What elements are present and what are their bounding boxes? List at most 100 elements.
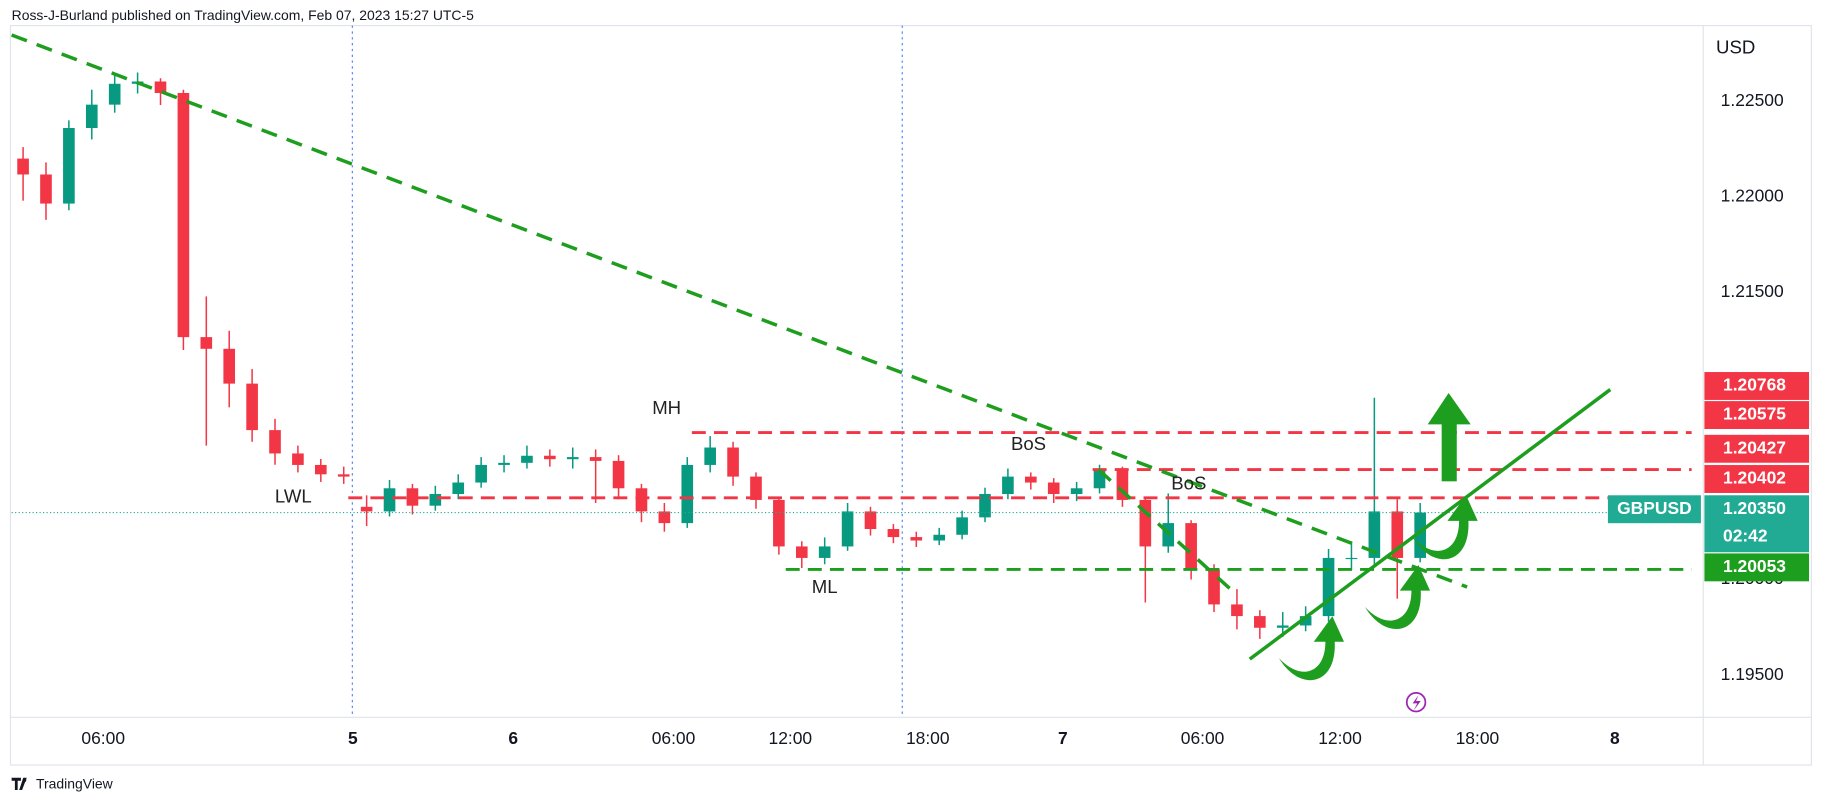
candle-body bbox=[383, 488, 396, 512]
candle-body bbox=[40, 174, 52, 204]
x-tick-label: 06:00 bbox=[81, 728, 125, 748]
candle-body bbox=[566, 457, 579, 460]
price-label: 1.20402 bbox=[1723, 468, 1786, 488]
candle-body bbox=[1185, 523, 1197, 570]
price-label: 1.20768 bbox=[1723, 375, 1786, 395]
candle-body bbox=[910, 537, 923, 541]
y-tick-label: 1.22500 bbox=[1721, 90, 1784, 110]
candle-body bbox=[269, 430, 281, 454]
symbol-box bbox=[1607, 495, 1701, 524]
footer-brand: TradingView bbox=[36, 775, 114, 791]
trendline bbox=[1248, 388, 1612, 661]
x-tick-label: 8 bbox=[1610, 728, 1620, 748]
price-box bbox=[1704, 495, 1810, 553]
candle-body bbox=[521, 455, 533, 463]
annotation: LWL bbox=[275, 486, 312, 507]
candle-body bbox=[1254, 616, 1266, 628]
candle-body bbox=[727, 447, 739, 477]
trendline bbox=[1097, 468, 1236, 595]
y-tick-label: 1.22000 bbox=[1721, 185, 1784, 205]
publisher-header: Ross-J-Burland published on TradingView.… bbox=[12, 7, 475, 23]
symbol-label: GBPUSD bbox=[1617, 498, 1692, 518]
candle-body bbox=[1093, 470, 1106, 489]
candle-body bbox=[223, 348, 236, 384]
candle-body bbox=[750, 476, 762, 500]
candle-body bbox=[292, 453, 304, 465]
candle-body bbox=[337, 474, 350, 477]
up-arrow-shaft bbox=[1441, 423, 1457, 482]
candle-body bbox=[108, 83, 121, 105]
candle-body bbox=[315, 464, 327, 475]
annotation: BoS bbox=[1011, 433, 1046, 454]
x-tick-label: 06:00 bbox=[652, 728, 696, 748]
candle-body bbox=[933, 534, 946, 541]
candle-body bbox=[452, 482, 465, 495]
candle-body bbox=[956, 517, 968, 535]
candle-body bbox=[544, 455, 556, 460]
candle-body bbox=[63, 127, 75, 204]
candle-body bbox=[681, 464, 694, 524]
candle-body bbox=[85, 104, 98, 128]
candle-body bbox=[1368, 511, 1381, 558]
candle-body bbox=[612, 460, 625, 489]
candle-body bbox=[1070, 488, 1083, 495]
candle-body bbox=[658, 511, 671, 524]
candle-body bbox=[979, 494, 991, 518]
trendline bbox=[11, 33, 1468, 589]
candle-body bbox=[635, 488, 648, 512]
candle-body bbox=[887, 529, 900, 538]
logo-dot bbox=[22, 778, 27, 782]
candle-body bbox=[1345, 557, 1358, 560]
price-box bbox=[1704, 372, 1810, 400]
candle-body bbox=[1208, 569, 1220, 605]
candle-body bbox=[1002, 476, 1014, 495]
x-tick-label: 12:00 bbox=[769, 728, 813, 748]
annotation: MH bbox=[652, 397, 681, 418]
x-tick-label: 06:00 bbox=[1181, 728, 1225, 748]
curved-arrow bbox=[1364, 565, 1431, 630]
candle-body bbox=[1116, 470, 1129, 500]
price-box bbox=[1704, 465, 1810, 493]
annotation: ML bbox=[812, 576, 838, 597]
event-icon[interactable] bbox=[1405, 692, 1427, 713]
price-label: 1.20350 bbox=[1723, 498, 1786, 518]
candle-body bbox=[246, 383, 258, 431]
price-label: 1.20053 bbox=[1723, 556, 1786, 576]
candle-body bbox=[498, 462, 510, 465]
candle-body bbox=[1391, 511, 1404, 558]
candle-body bbox=[818, 546, 831, 558]
x-tick-label: 12:00 bbox=[1318, 728, 1362, 748]
curved-arrow bbox=[1412, 495, 1478, 560]
candle-body bbox=[1139, 499, 1152, 547]
candle-body bbox=[1322, 557, 1335, 617]
candle-body bbox=[475, 464, 487, 483]
y-tick-label: 1.19500 bbox=[1721, 664, 1784, 684]
candle-body bbox=[1414, 512, 1426, 558]
candle-body bbox=[1299, 616, 1312, 626]
candle-body bbox=[773, 499, 785, 547]
candle-body bbox=[360, 506, 373, 512]
countdown-label: 02:42 bbox=[1723, 526, 1768, 546]
price-box bbox=[1704, 401, 1810, 430]
candle-body bbox=[200, 337, 213, 349]
x-tick-label: 5 bbox=[348, 728, 358, 748]
x-tick-label: 7 bbox=[1058, 728, 1068, 748]
candle-body bbox=[177, 92, 190, 338]
y-tick-label: 1.21500 bbox=[1721, 281, 1784, 301]
footer-logo: TradingView bbox=[11, 775, 114, 791]
price-label: 1.20575 bbox=[1723, 404, 1786, 424]
candle-body bbox=[17, 158, 29, 175]
price-label: 1.20427 bbox=[1723, 437, 1786, 457]
candle-body bbox=[1276, 625, 1289, 628]
candle-body bbox=[1025, 476, 1037, 483]
x-tick-label: 18:00 bbox=[1456, 728, 1500, 748]
candle-body bbox=[1231, 604, 1243, 617]
annotation: BoS bbox=[1171, 473, 1206, 494]
candle-body bbox=[406, 488, 419, 506]
event-icon-bolt bbox=[1412, 695, 1421, 711]
curved-arrow bbox=[1278, 616, 1344, 681]
drawings bbox=[1278, 392, 1478, 713]
candle-body bbox=[841, 511, 854, 547]
candle-body bbox=[589, 457, 602, 461]
